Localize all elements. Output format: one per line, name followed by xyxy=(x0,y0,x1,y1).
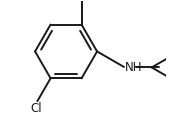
Text: Cl: Cl xyxy=(31,102,42,115)
Text: NH: NH xyxy=(125,61,142,74)
